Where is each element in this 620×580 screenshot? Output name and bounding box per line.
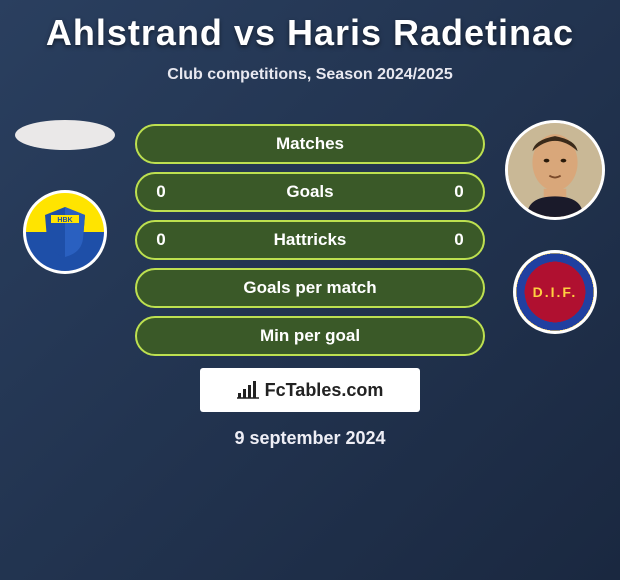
- player-left-club-badge: HBK: [23, 190, 107, 274]
- stat-right-value: 0: [449, 230, 469, 250]
- page-title: Ahlstrand vs Haris Radetinac: [0, 0, 620, 54]
- stat-label: Matches: [276, 134, 344, 154]
- stats-panel: Matches 0 Goals 0 0 Hattricks 0 Goals pe…: [135, 124, 485, 356]
- player-right-photo: [505, 120, 605, 220]
- stat-label: Goals: [286, 182, 333, 202]
- branding-text: FcTables.com: [265, 380, 384, 401]
- branding-badge: FcTables.com: [200, 368, 420, 412]
- stat-row-min-per-goal: Min per goal: [135, 316, 485, 356]
- date-text: 9 september 2024: [0, 428, 620, 449]
- stat-label: Hattricks: [274, 230, 347, 250]
- stat-row-goals: 0 Goals 0: [135, 172, 485, 212]
- stat-row-matches: Matches: [135, 124, 485, 164]
- bar-chart-icon: [237, 381, 259, 399]
- player-left-column: HBK: [10, 120, 120, 274]
- player-right-club-badge: D.I.F.: [513, 250, 597, 334]
- stat-row-hattricks: 0 Hattricks 0: [135, 220, 485, 260]
- stat-right-value: 0: [449, 182, 469, 202]
- stat-row-goals-per-match: Goals per match: [135, 268, 485, 308]
- player-right-column: D.I.F.: [500, 120, 610, 334]
- stat-left-value: 0: [151, 230, 171, 250]
- subtitle: Club competitions, Season 2024/2025: [0, 66, 620, 84]
- stat-label: Goals per match: [243, 278, 376, 298]
- player-left-photo: [15, 120, 115, 150]
- stat-label: Min per goal: [260, 326, 360, 346]
- club-badge-text: D.I.F.: [533, 284, 578, 300]
- stat-left-value: 0: [151, 182, 171, 202]
- svg-text:HBK: HBK: [57, 217, 72, 224]
